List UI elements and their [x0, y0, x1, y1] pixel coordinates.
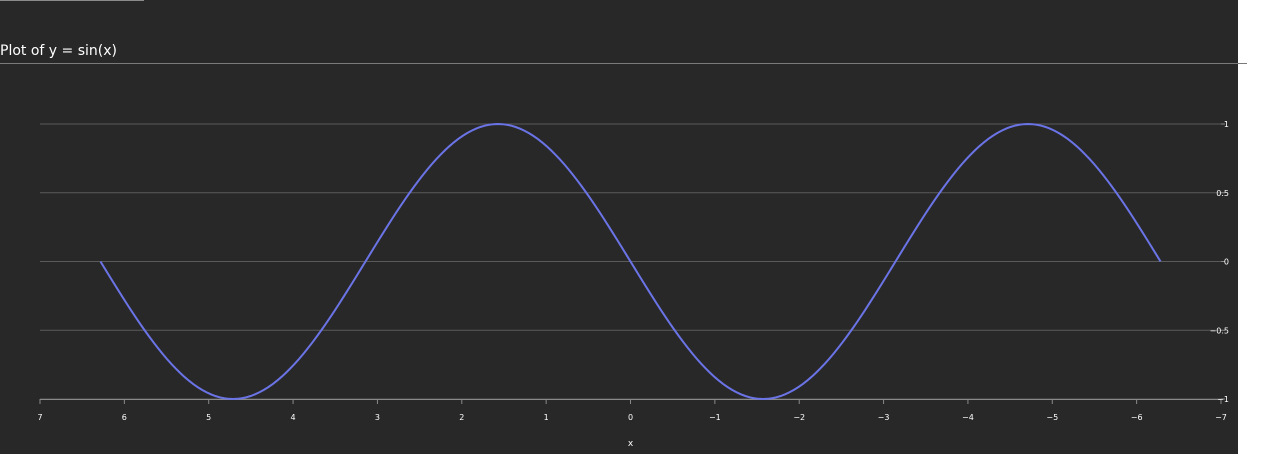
x-tick-label: 2	[459, 413, 464, 422]
x-axis-label: x	[628, 439, 634, 449]
x-tick-label: 6	[122, 413, 127, 422]
sine-chart: 1 0.5 0 −0.5 −1 7 6 5 4 3 2 1 0 −1 −2 −3 −4 −5 −6 −7 x	[37, 120, 1229, 449]
x-tick-label: −1	[709, 413, 721, 422]
title-divider	[0, 63, 1247, 64]
y-tick-label: −1	[1217, 395, 1229, 404]
top-tab-indicator	[0, 0, 144, 1]
x-tick-label: −6	[1131, 413, 1143, 422]
x-tick-label: 3	[375, 413, 380, 422]
x-tick-label: −7	[1215, 413, 1227, 422]
page-title: Plot of y = sin(x)	[0, 43, 117, 59]
series-layer	[99, 122, 1162, 401]
x-tick-label: −5	[1046, 413, 1058, 422]
y-tick-label: 0	[1224, 258, 1229, 267]
x-tick-label: −2	[793, 413, 805, 422]
y-tick-label: 1	[1224, 120, 1229, 129]
series-line	[99, 122, 1162, 401]
x-tick-label: −3	[878, 413, 890, 422]
y-tick-label: −0.5	[1210, 326, 1229, 335]
y-tick-label: 0.5	[1216, 189, 1229, 198]
x-tick-label: 5	[206, 413, 211, 422]
x-tick-label: 4	[291, 413, 296, 422]
chart-panel	[0, 0, 1238, 454]
x-tick-label: 0	[628, 413, 633, 422]
x-tick-label: 1	[544, 413, 549, 422]
tick-labels: 1 0.5 0 −0.5 −1 7 6 5 4 3 2 1 0 −1 −2 −3 −4 −5 −6 −7	[37, 120, 1229, 422]
x-tick-label: 7	[37, 413, 42, 422]
x-tick-label: −4	[962, 413, 974, 422]
